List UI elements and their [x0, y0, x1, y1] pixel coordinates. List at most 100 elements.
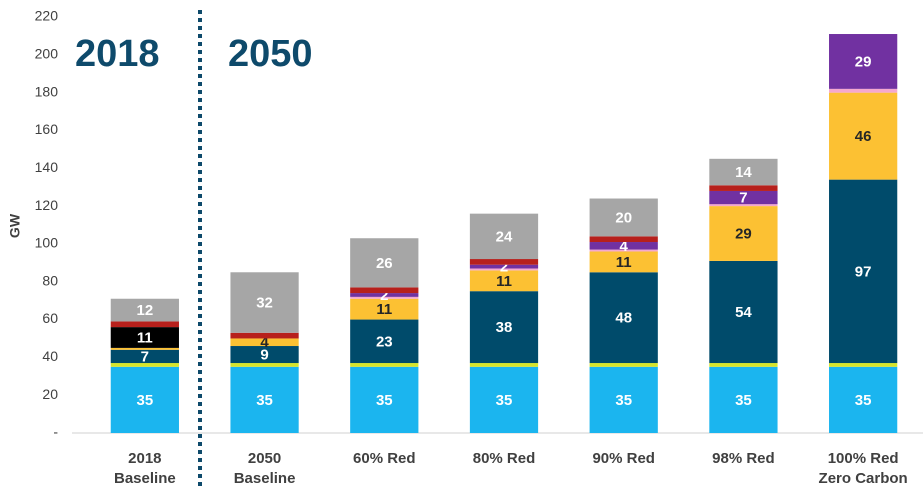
data-label: 11	[496, 273, 512, 290]
data-label: 26	[376, 255, 393, 272]
y-tick-label: 180	[35, 83, 59, 99]
data-label: 54	[735, 304, 752, 321]
y-tick-label: 120	[35, 197, 59, 213]
data-label: 46	[855, 128, 872, 145]
data-label: 7	[739, 190, 747, 207]
bar-segment	[110, 363, 179, 367]
bar-segment	[829, 366, 898, 433]
bar-segment	[469, 291, 539, 364]
data-label: 97	[855, 263, 872, 280]
bar-segment	[589, 236, 658, 243]
bar-segment	[469, 270, 539, 292]
x-tick-label: 2050	[248, 450, 281, 467]
y-tick-label: 140	[35, 159, 59, 175]
x-tick-label: 90% Red	[592, 450, 655, 467]
bar-segment	[709, 158, 778, 186]
data-label: 24	[496, 228, 513, 245]
data-label: 29	[735, 225, 752, 242]
data-label: 11	[376, 301, 392, 318]
annotation: 2050	[228, 33, 313, 75]
bar-segment	[350, 319, 419, 364]
y-tick-label: 220	[35, 8, 59, 24]
y-tick-label: 200	[35, 46, 59, 62]
data-label: 35	[615, 392, 632, 409]
y-tick-label: 100	[35, 235, 59, 251]
y-tick-label: 40	[42, 348, 58, 364]
bar-segment	[589, 251, 658, 273]
y-tick-label: 20	[42, 386, 58, 402]
data-label: 35	[256, 392, 273, 409]
bar-segment	[110, 349, 179, 364]
data-label: 9	[260, 346, 268, 363]
bar-segment	[350, 366, 419, 433]
y-tick-label: 80	[42, 272, 58, 288]
bar-segment	[709, 363, 778, 367]
bar-segment	[469, 259, 539, 265]
bar-segment	[589, 366, 658, 433]
bar-segment	[110, 347, 179, 350]
y-tick-label: -	[53, 424, 58, 440]
data-label: 29	[855, 53, 872, 70]
y-tick-label: 60	[42, 310, 58, 326]
data-label: 4	[620, 238, 629, 255]
data-label: 35	[855, 392, 872, 409]
bar-segment	[589, 198, 658, 237]
bar-segment	[110, 298, 179, 322]
bar-segment	[709, 366, 778, 433]
data-label: 35	[376, 392, 393, 409]
bar-segment	[709, 185, 778, 191]
bar-segment	[230, 338, 299, 347]
bar-segment	[350, 287, 419, 294]
data-label: 2	[380, 287, 388, 304]
x-tick-label: Baseline	[234, 470, 296, 487]
data-label: 35	[735, 392, 752, 409]
bar-segment	[350, 363, 419, 367]
data-label: 2	[500, 259, 508, 276]
bar-segment	[709, 190, 778, 205]
bar-segment	[829, 34, 898, 89]
bar-segment	[469, 268, 539, 271]
data-label: 12	[137, 302, 154, 319]
annotation: 2018	[75, 33, 160, 75]
bar-segment	[589, 363, 658, 367]
data-label: 20	[615, 209, 632, 226]
bar-segment	[709, 260, 778, 364]
data-label: 38	[496, 319, 513, 336]
data-label: 23	[376, 333, 393, 350]
data-label: 35	[137, 392, 154, 409]
y-tick-label: 160	[35, 121, 59, 137]
data-label: 4	[260, 334, 269, 351]
bar-segment	[110, 327, 179, 348]
bar-segment	[469, 213, 539, 260]
x-tick-label: Baseline	[114, 470, 176, 487]
bar-segment	[469, 264, 539, 269]
bar-segment	[589, 249, 658, 252]
x-tick-label: 98% Red	[712, 450, 775, 467]
bar-segment	[469, 366, 539, 433]
bar-segment	[469, 363, 539, 367]
data-label: 35	[496, 392, 513, 409]
data-label: 48	[615, 310, 632, 327]
bar-segment	[350, 296, 419, 299]
x-tick-label: 60% Red	[353, 450, 416, 467]
bar-segment	[230, 332, 299, 339]
bar-segment	[230, 272, 299, 333]
bar-segment	[110, 366, 179, 433]
x-tick-label: 2018	[128, 450, 161, 467]
y-axis-label: GW	[7, 213, 23, 238]
bar-segment	[709, 204, 778, 207]
data-label: 11	[137, 329, 153, 346]
bar-segment	[829, 363, 898, 367]
bar-segment	[829, 92, 898, 180]
x-tick-label: 100% Red	[828, 450, 899, 467]
bar-segment	[589, 242, 658, 250]
data-label: 14	[735, 164, 752, 181]
bar-segment	[709, 206, 778, 261]
bar-segment	[829, 88, 898, 93]
bar-segment	[110, 321, 179, 328]
bar-segment	[350, 298, 419, 320]
data-label: 32	[256, 294, 273, 311]
x-tick-label: 80% Red	[473, 450, 536, 467]
bar-segment	[230, 363, 299, 367]
